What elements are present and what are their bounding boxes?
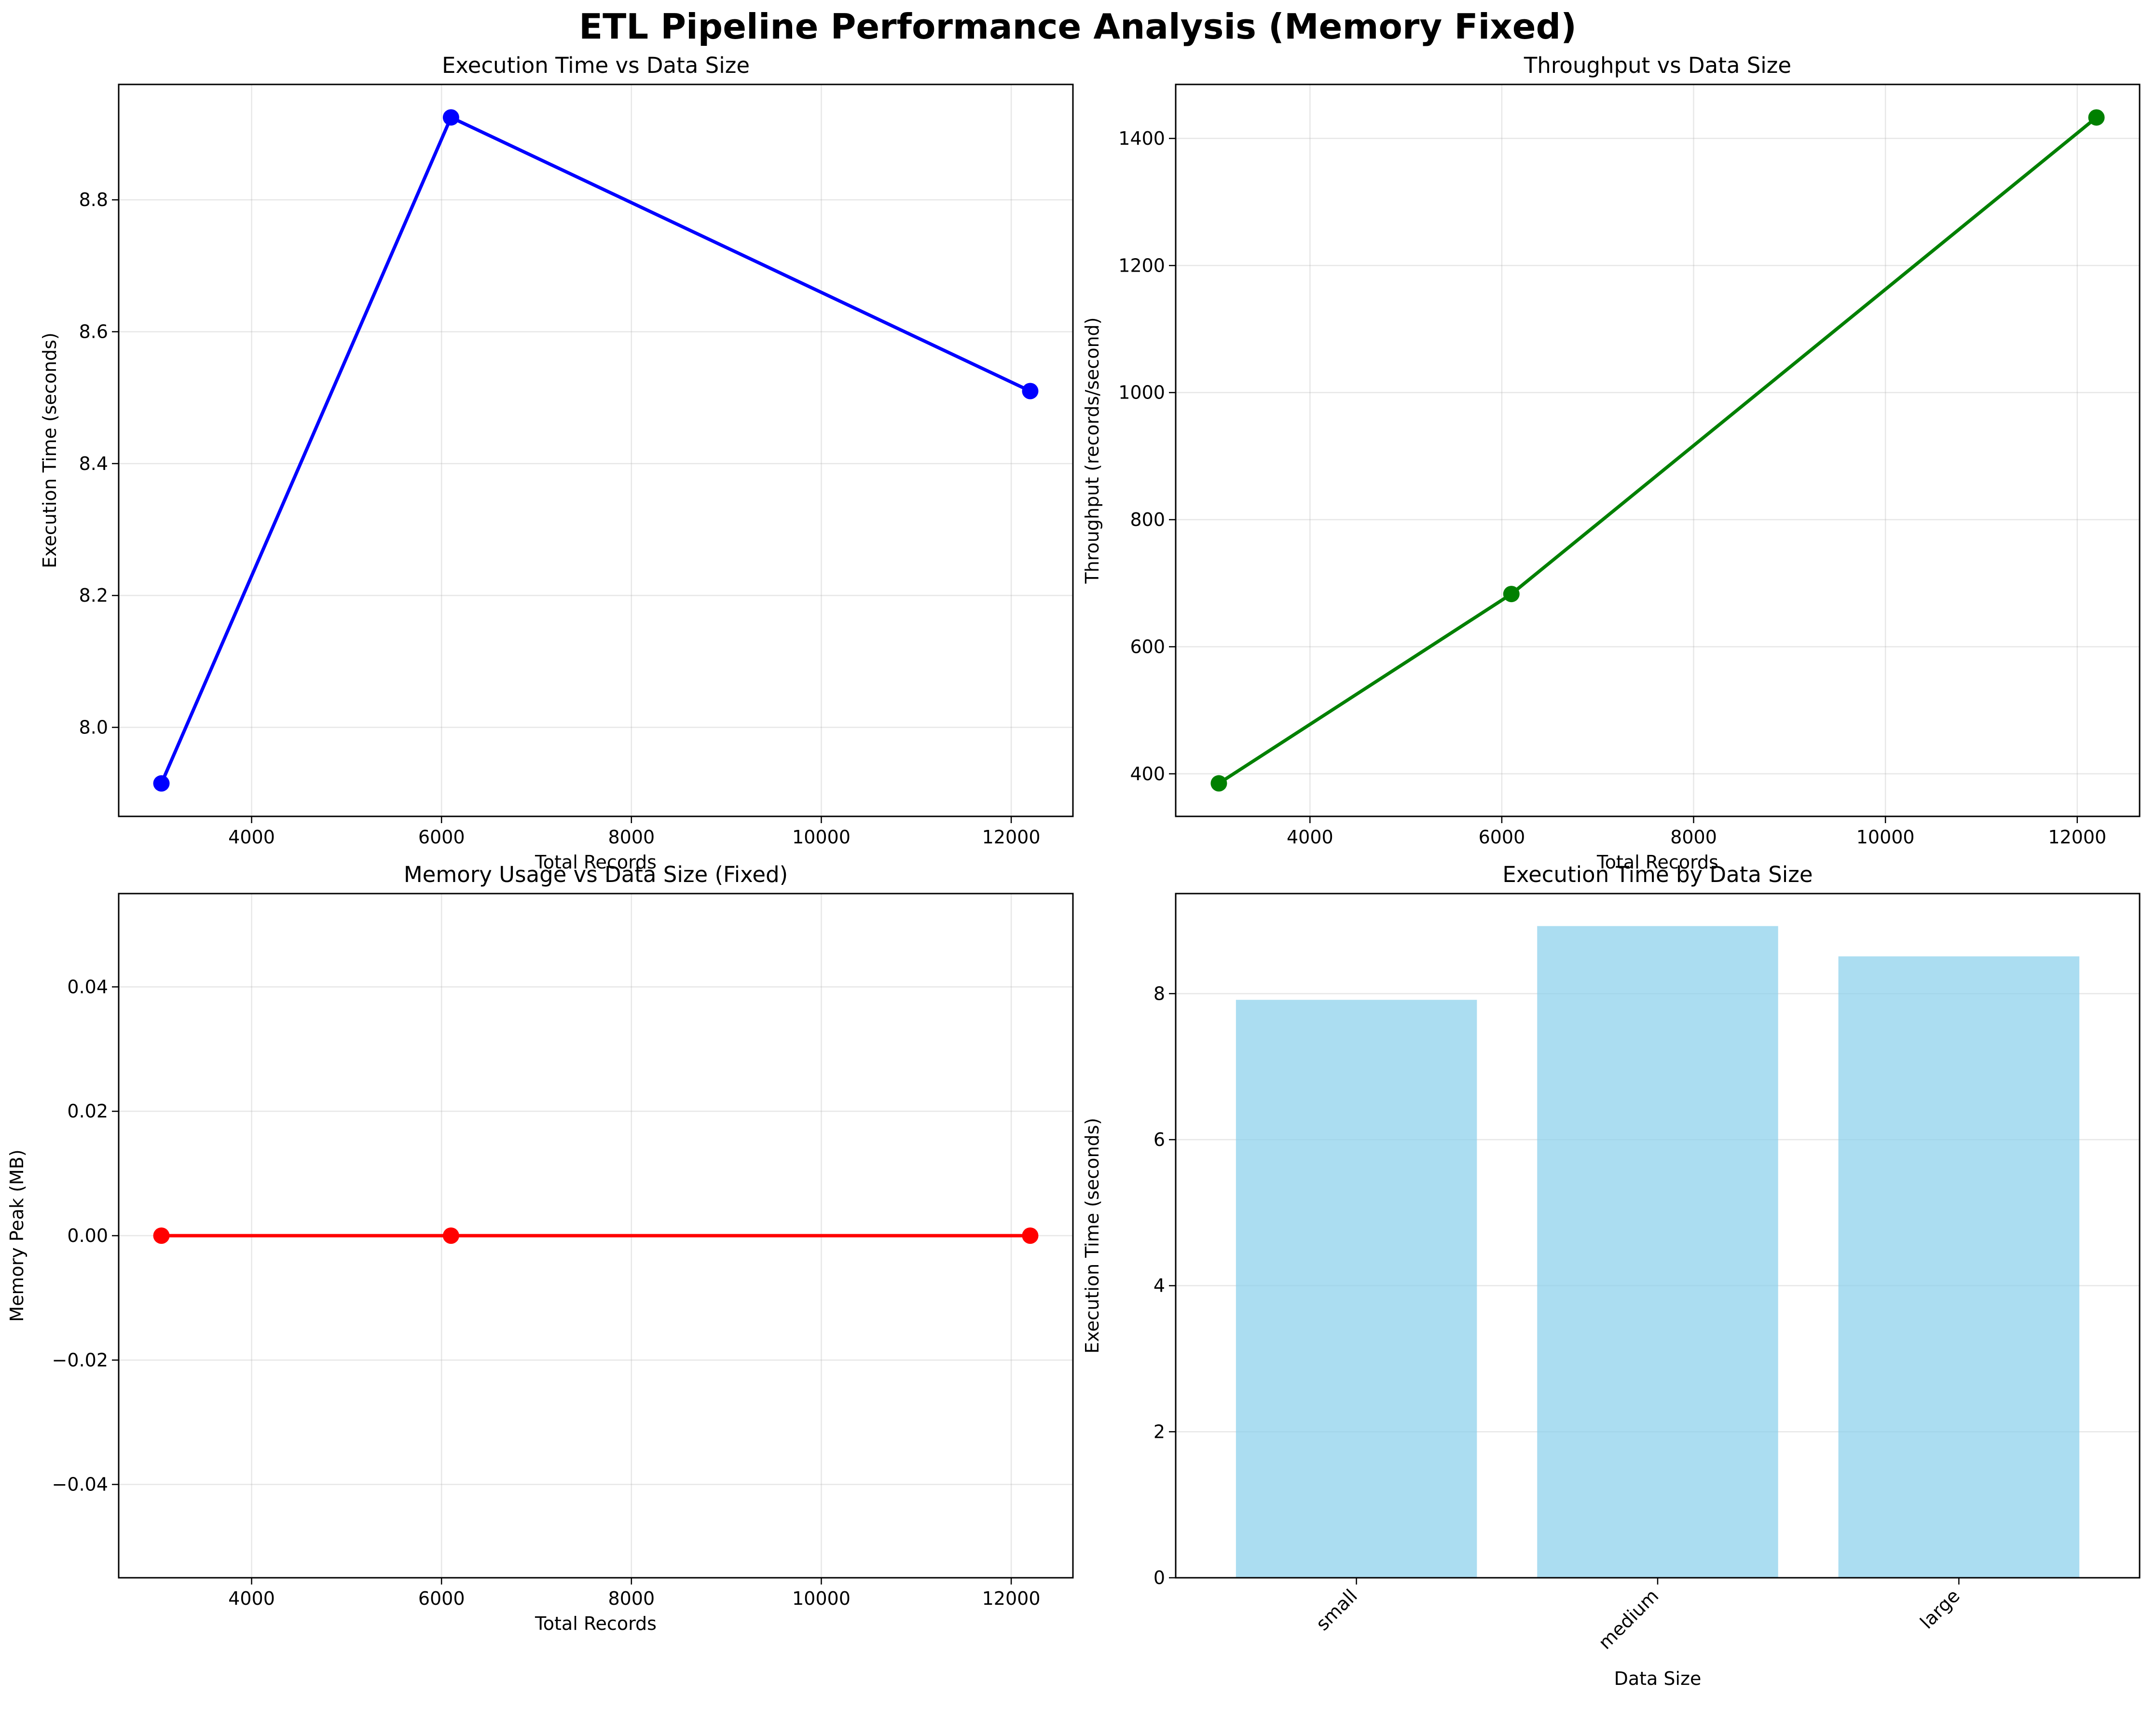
x-axis-label: Total Records <box>1596 852 1718 873</box>
y-tick-label: 8.0 <box>79 717 108 738</box>
data-point <box>442 1227 459 1244</box>
plot-area <box>153 109 1039 792</box>
data-point <box>153 775 170 792</box>
x-tick-label: 8000 <box>608 1588 655 1609</box>
x-tick-label: 12000 <box>2048 827 2106 848</box>
y-tick-label: 0.00 <box>67 1225 108 1246</box>
y-tick-label: 8.8 <box>79 189 108 210</box>
data-point <box>442 109 459 126</box>
x-tick-label: 8000 <box>1670 827 1717 848</box>
x-tick-label: 4000 <box>228 827 275 848</box>
panel-title: Execution Time by Data Size <box>1502 862 1813 887</box>
memory-usage-line-chart: Memory Usage vs Data Size (Fixed) Total … <box>6 862 1074 1634</box>
panel-title: Memory Usage vs Data Size (Fixed) <box>404 862 788 887</box>
data-point <box>153 1227 170 1244</box>
x-axis-label: Total Records <box>535 852 657 873</box>
y-axis-label: Throughput (records/second) <box>1082 317 1103 584</box>
panel-title: Execution Time vs Data Size <box>442 53 750 78</box>
y-tick-label: 8.2 <box>79 585 108 606</box>
y-tick-label: 0 <box>1154 1567 1165 1588</box>
data-point <box>1022 1227 1039 1244</box>
data-point <box>2088 109 2105 126</box>
axes-frame <box>118 83 1074 817</box>
bar <box>1236 1000 1477 1578</box>
throughput-line-chart: Throughput vs Data Size Total Records Th… <box>1082 53 2141 873</box>
y-tick-label: 8 <box>1154 983 1165 1004</box>
x-axis-label: Total Records <box>535 1613 657 1634</box>
grid <box>1176 84 2140 816</box>
y-tick-label: 8.6 <box>79 321 108 343</box>
x-tick-label: 6000 <box>418 827 465 848</box>
y-tick-label: 2 <box>1154 1421 1165 1442</box>
axes-frame <box>118 893 1074 1579</box>
x-tick-label: 4000 <box>1287 827 1333 848</box>
y-tick-label: 1400 <box>1118 128 1165 149</box>
axes-frame <box>1175 893 2141 1579</box>
x-tick-label: 8000 <box>608 827 655 848</box>
data-point <box>1022 383 1039 400</box>
x-tick-label: 4000 <box>228 1588 275 1609</box>
bar <box>1838 956 2080 1578</box>
y-tick-label: 600 <box>1130 636 1165 657</box>
plot-area <box>1236 926 2080 1578</box>
plot-area <box>1210 109 2105 792</box>
y-axis-label: Execution Time (seconds) <box>39 332 60 568</box>
y-tick-label: 0.02 <box>67 1101 108 1122</box>
x-tick-label: 6000 <box>418 1588 465 1609</box>
x-tick-label: 12000 <box>982 1588 1041 1609</box>
grid <box>119 84 1073 816</box>
execution-time-line-chart: Execution Time vs Data Size Total Record… <box>39 53 1074 873</box>
y-tick-label: 400 <box>1130 763 1165 785</box>
x-tick-label: 10000 <box>792 1588 851 1609</box>
x-tick-label: 10000 <box>1856 827 1915 848</box>
y-axis-label: Execution Time (seconds) <box>1082 1118 1103 1354</box>
x-tick-label: 6000 <box>1479 827 1525 848</box>
bar <box>1537 926 1778 1578</box>
x-tick-label: 12000 <box>982 827 1041 848</box>
data-point <box>1210 775 1227 792</box>
x-axis-label: Data Size <box>1614 1668 1702 1689</box>
x-tick-label: 10000 <box>792 827 851 848</box>
y-tick-label: 800 <box>1130 509 1165 530</box>
y-tick-label: 4 <box>1154 1275 1165 1296</box>
y-tick-label: 8.4 <box>79 453 108 474</box>
y-tick-label: −0.04 <box>52 1474 108 1495</box>
data-point <box>1503 586 1520 603</box>
y-tick-label: 1200 <box>1118 255 1165 276</box>
y-tick-label: −0.02 <box>52 1350 108 1371</box>
axes-frame <box>1175 83 2141 817</box>
y-tick-label: 6 <box>1154 1129 1165 1150</box>
plot-area <box>153 1227 1039 1244</box>
y-tick-label: 1000 <box>1118 382 1165 403</box>
panel-title: Throughput vs Data Size <box>1524 53 1791 78</box>
y-tick-label: 0.04 <box>67 976 108 997</box>
y-axis-label: Memory Peak (MB) <box>6 1149 27 1322</box>
figure-title: ETL Pipeline Performance Analysis (Memor… <box>579 6 1577 47</box>
